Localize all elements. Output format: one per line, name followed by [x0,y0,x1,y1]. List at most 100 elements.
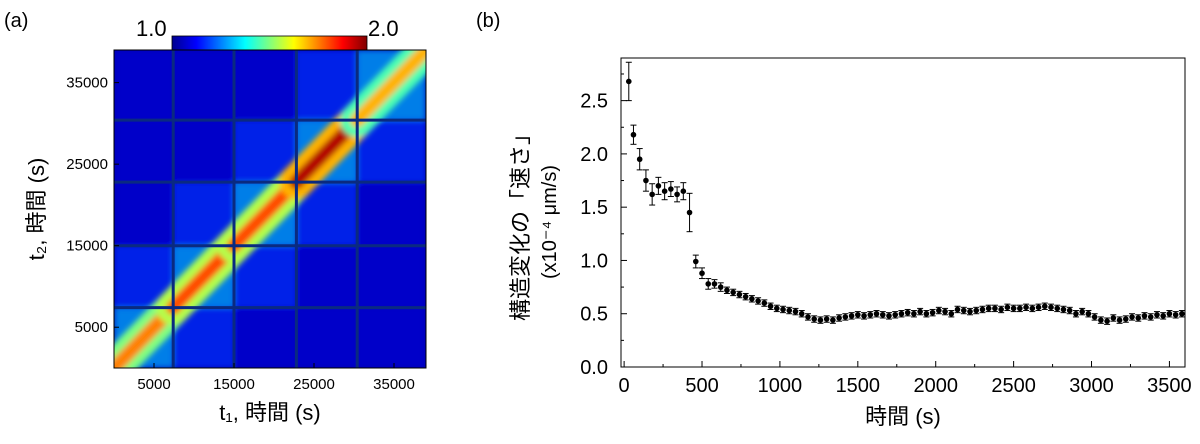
data-point [642,169,649,192]
plot-b-axes: 0 500 1000 1500 2000 2500 3000 3500 0.0 0.5 1.0 1.5… [580,73,1192,397]
data-point [879,311,886,319]
plot-b-x-axis-label: 時間 (s) [865,404,941,429]
data-point [998,305,1005,314]
data-point [717,282,724,292]
data-marker [643,177,649,184]
panel-b-label: (b) [476,10,500,32]
data-marker [692,258,699,265]
data-point [748,295,755,303]
data-point [736,290,743,299]
data-marker [929,309,936,316]
data-point [730,288,737,297]
data-point [948,310,955,318]
heatmap-y-tick-label: 35000 [66,75,108,92]
data-marker [1054,305,1061,312]
heatmap-y-tick-label: 15000 [66,238,108,255]
data-point [699,267,706,280]
data-marker [823,316,830,322]
data-point [811,315,818,323]
data-point [711,279,718,289]
data-marker [705,281,712,287]
data-point [1153,311,1160,319]
plot-b-y-tick-label: 1.0 [580,250,608,272]
data-marker [724,287,730,294]
data-point [630,124,637,145]
data-point [625,61,632,102]
data-point [1104,317,1111,325]
data-marker [992,305,998,312]
data-marker [774,305,780,312]
plot-b-y-axis-label-line1: 構造変化の「速さ」 [508,123,533,321]
data-point [1129,313,1136,321]
data-marker [649,191,655,198]
data-point [773,304,780,313]
data-marker [767,303,774,310]
data-marker [711,281,718,287]
data-marker [898,310,905,317]
data-point [823,315,830,323]
data-point [780,305,787,314]
heatmap-block [234,50,297,121]
data-point [873,310,880,318]
data-point [1035,303,1042,312]
plot-b-y-tick-label: 0.5 [580,304,608,326]
data-marker [1160,313,1166,319]
data-point [1160,312,1167,320]
data-marker [805,314,811,320]
data-marker [1098,317,1104,323]
data-point [1060,305,1067,314]
data-marker [699,270,705,277]
data-marker [636,156,643,163]
plot-b-x-tick-label: 2500 [991,375,1036,397]
data-point [636,148,643,171]
data-point [786,306,793,315]
data-point [904,308,911,317]
data-point [861,312,868,320]
data-marker [1135,315,1142,321]
plot-b-x-tick-label: 0 [619,375,630,397]
data-marker [873,310,880,317]
data-marker [749,296,755,302]
data-marker [917,308,923,315]
heatmap-x-tick-label: 5000 [137,376,170,393]
data-marker [625,78,632,85]
data-marker [904,309,911,316]
data-point [761,299,768,307]
heatmap-x-tick-label: 25000 [293,376,335,393]
plot-b-x-tick-label: 3500 [1147,375,1192,397]
data-point [1116,316,1123,324]
plot-b-points [625,61,1185,325]
data-marker [1073,310,1079,317]
data-point [1029,304,1036,313]
data-marker [1129,314,1135,320]
data-point [1041,302,1048,310]
data-marker [1147,314,1154,320]
data-marker [886,313,892,319]
data-point [686,192,693,233]
data-point [1097,316,1104,324]
plot-b-x-tick-label: 2000 [913,375,958,397]
data-point [966,307,973,316]
data-marker [811,316,817,322]
data-marker [1154,311,1160,318]
data-point [723,286,730,294]
data-marker [1104,318,1110,324]
heatmap-block [173,50,234,121]
plot-b-x-tick-label: 1500 [836,375,881,397]
data-marker [1079,308,1085,315]
data-marker [1085,310,1092,317]
data-point [1141,312,1148,320]
data-marker [1116,317,1123,323]
plot-b-y-tick-label: 2.0 [580,144,608,166]
data-marker [668,186,674,192]
data-marker [798,310,805,317]
heatmap-y-axis-label: t₂, 時間 (s) [24,158,49,261]
data-marker [1122,316,1129,322]
data-marker [655,183,662,189]
heatmap-x-tick-label: 15000 [213,376,255,393]
data-marker [1004,304,1011,311]
data-point [854,311,861,319]
data-marker [861,313,867,319]
data-point [1054,304,1061,313]
